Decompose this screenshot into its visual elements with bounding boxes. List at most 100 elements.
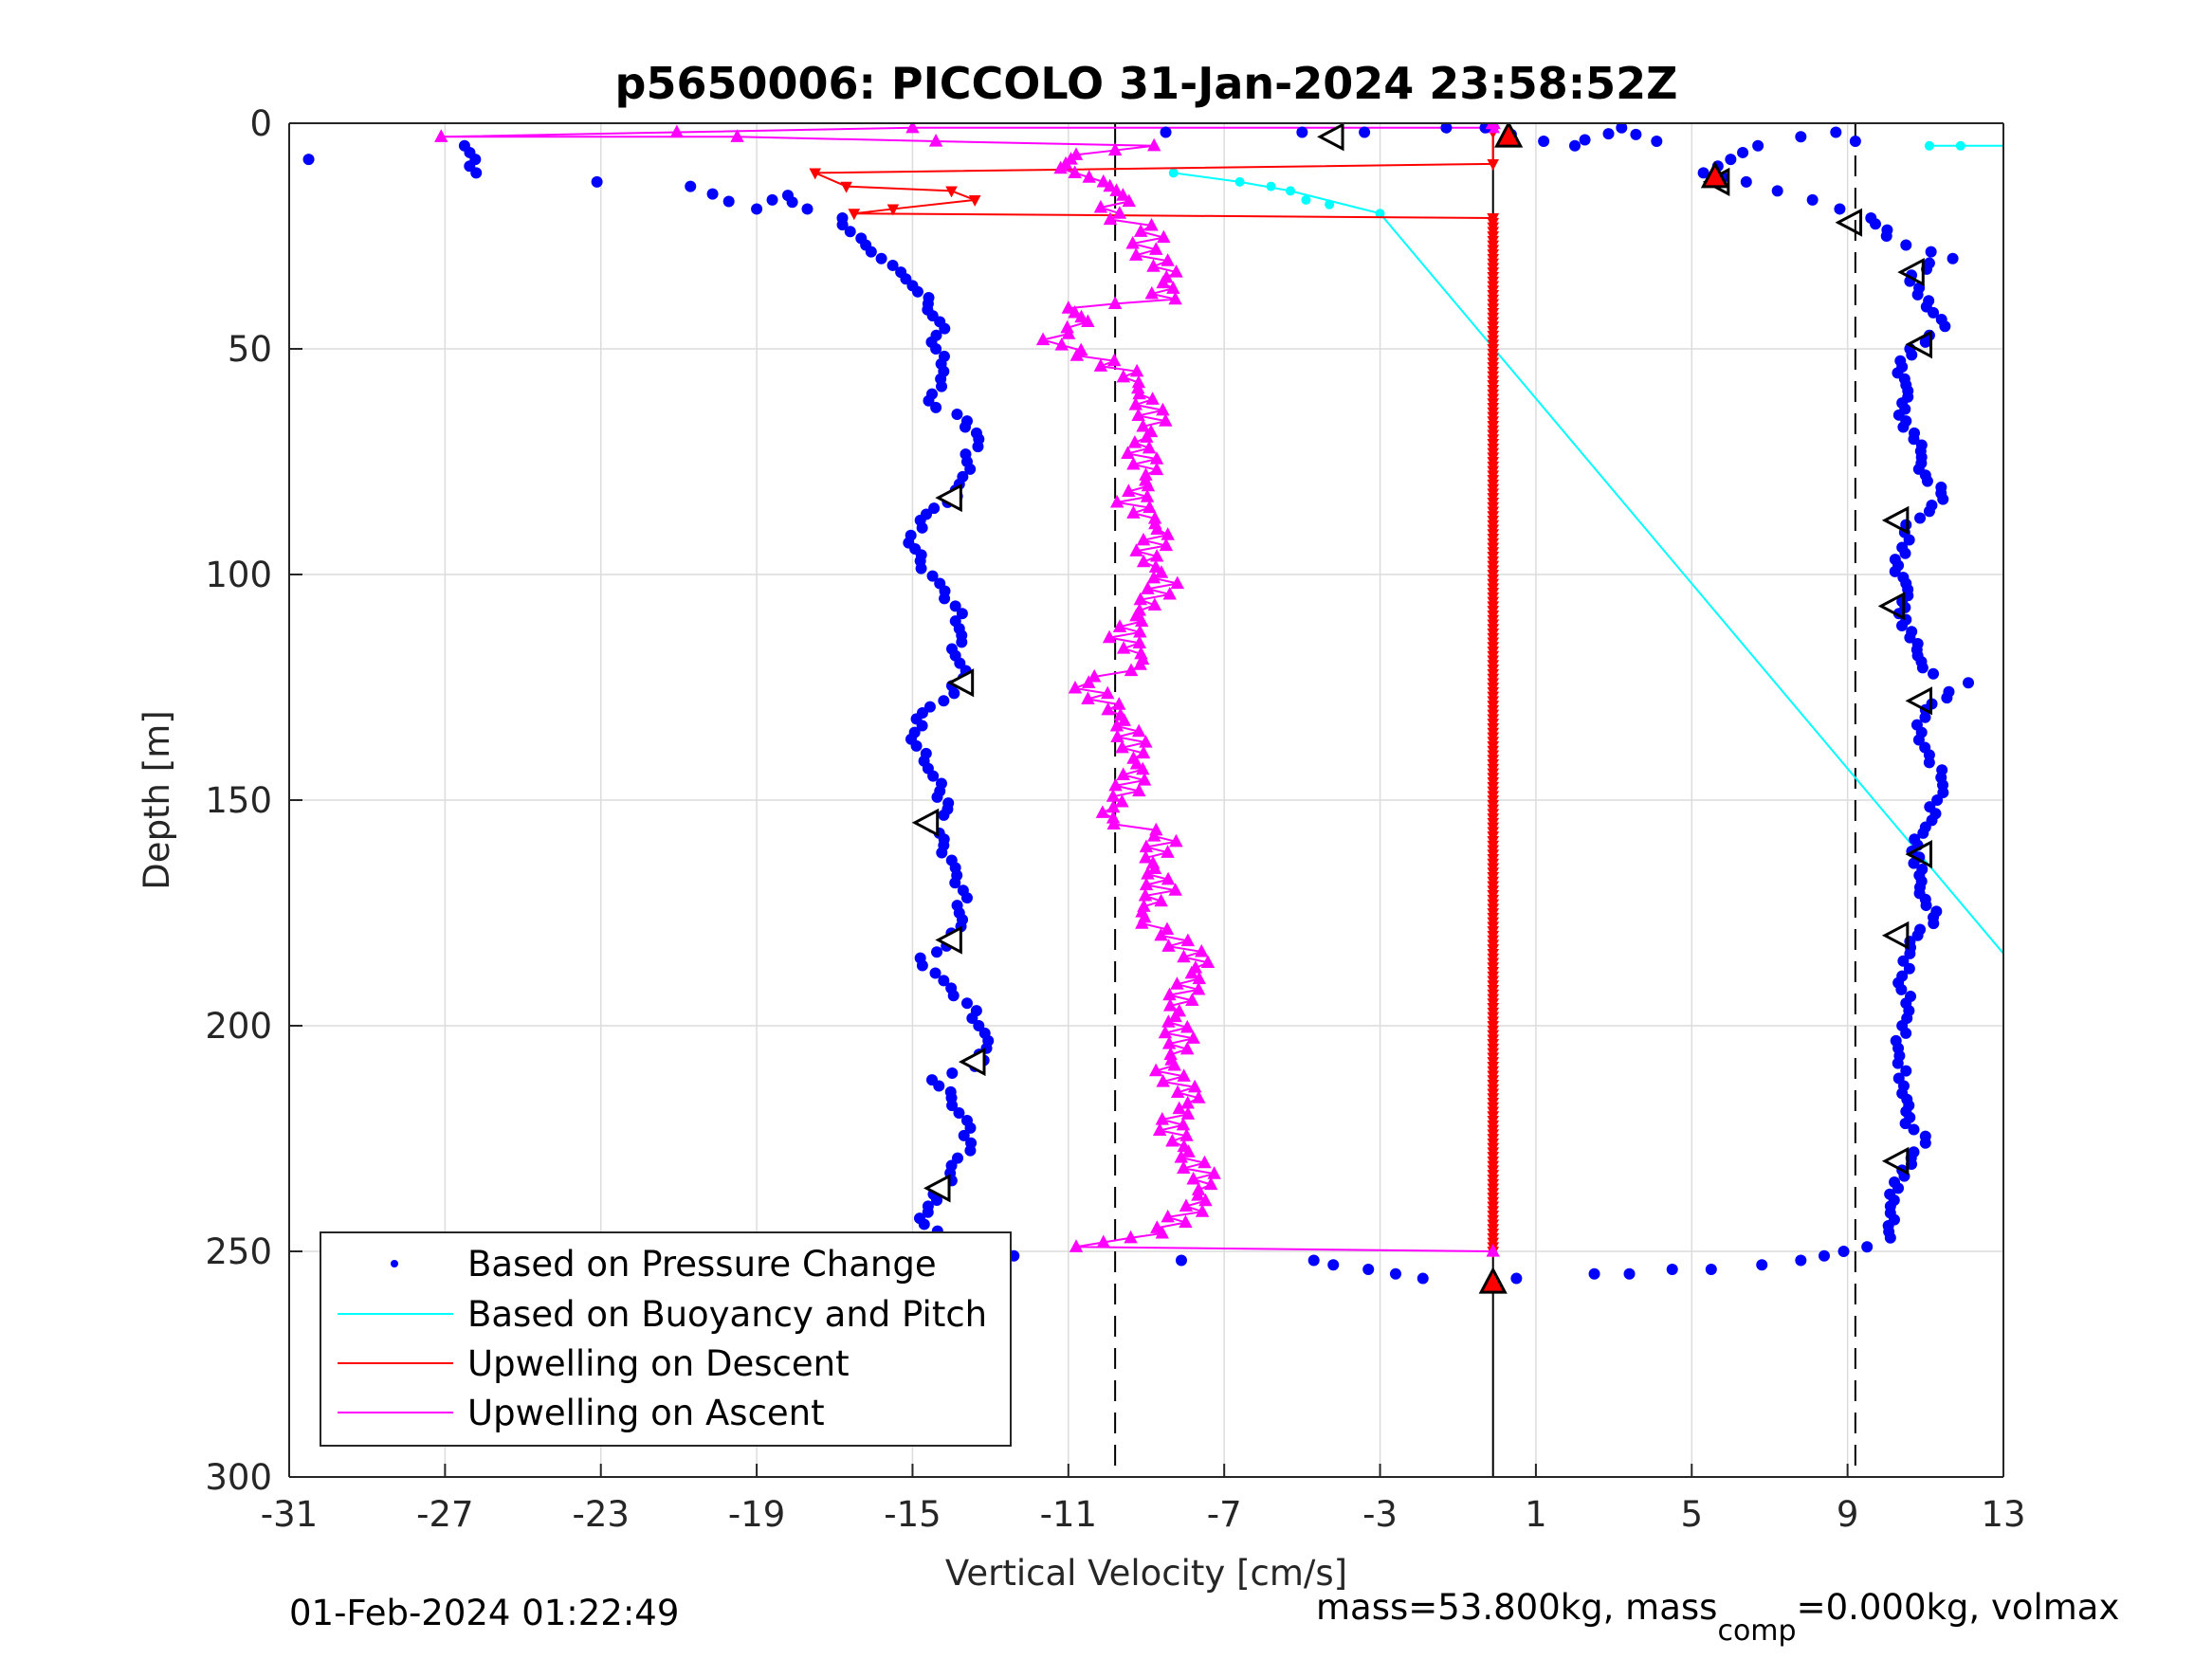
pressure-point (931, 791, 943, 803)
upwelling-ascent-marker (1192, 971, 1207, 985)
pressure-point (927, 770, 940, 782)
x-tick-label: 13 (1981, 1494, 2025, 1535)
upwelling-ascent-marker (1106, 811, 1121, 824)
pressure-point (966, 1012, 978, 1025)
pressure-point (1579, 134, 1591, 146)
upwelling-ascent-marker (1161, 1014, 1176, 1028)
upwelling-ascent-marker (1082, 170, 1096, 183)
pressure-point (938, 695, 950, 707)
y-tick-label: 250 (205, 1231, 272, 1272)
y-axis-ticks: 0 50 100 150 200 250 300 (205, 103, 302, 1498)
y-tick-label: 100 (205, 555, 272, 595)
upwelling-ascent-marker (1112, 619, 1127, 632)
x-tick-label: 5 (1680, 1494, 1703, 1535)
upwelling-ascent-marker (1144, 285, 1159, 300)
upwelling-ascent-marker (1128, 397, 1143, 410)
pressure-point (947, 990, 960, 1002)
pressure-point (1889, 1176, 1901, 1189)
pressure-point (960, 421, 972, 433)
y-tick-label: 150 (205, 780, 272, 821)
open-triangle-marker (946, 668, 975, 698)
upwelling-ascent-marker (1132, 635, 1147, 648)
upwelling-ascent-marker (1156, 1074, 1170, 1087)
upwelling-ascent-marker (1141, 581, 1155, 594)
upwelling-ascent-marker (1185, 993, 1199, 1006)
upwelling-ascent-marker (1068, 165, 1082, 178)
pressure-point (936, 847, 948, 859)
x-tick-label: -15 (884, 1494, 941, 1535)
open-triangle-marker (1881, 1146, 1910, 1176)
pressure-point (1890, 1034, 1902, 1047)
pressure-point (958, 1129, 970, 1141)
pressure-point (960, 997, 973, 1010)
pressure-point (1903, 962, 1915, 975)
x-tick-label: -23 (573, 1494, 630, 1535)
upwelling-ascent-marker (1159, 538, 1174, 552)
upwelling-ascent-marker (1116, 641, 1131, 654)
open-triangle-marker (1897, 257, 1925, 287)
upwelling-ascent-marker (1142, 440, 1157, 454)
upwelling-ascent-marker (1139, 839, 1154, 853)
upwelling-descent-marker (945, 186, 958, 198)
pressure-point (1884, 1188, 1896, 1200)
pressure-point (1894, 355, 1907, 367)
open-triangle-marker (958, 1047, 986, 1077)
upwelling-ascent-marker (1149, 451, 1164, 465)
upwelling-ascent-marker (1191, 981, 1206, 995)
pressure-point (1740, 175, 1752, 188)
legend-item-upwelling-ascent: Upwelling on Ascent (338, 1393, 825, 1433)
pressure-point (1359, 126, 1371, 138)
upwelling-ascent-marker (1162, 987, 1177, 1001)
data-series (302, 123, 2003, 1477)
upwelling-ascent-marker (1179, 1041, 1195, 1055)
pressure-point (1837, 1246, 1850, 1257)
buoyancy-point (1375, 209, 1385, 219)
upwelling-ascent-marker (1060, 319, 1074, 334)
upwelling-ascent-marker (1093, 358, 1108, 372)
upwelling-ascent-marker (1207, 1166, 1221, 1179)
upwelling-ascent-marker (1145, 855, 1161, 869)
upwelling-ascent-marker (1168, 291, 1182, 305)
upwelling-ascent-marker (1125, 235, 1140, 249)
pressure-point (964, 1144, 977, 1157)
pressure-point (1630, 128, 1642, 140)
upwelling-ascent-marker (1198, 1193, 1213, 1207)
pressure-point (1943, 685, 1955, 698)
pressure-point (1795, 1254, 1807, 1267)
upwelling-ascent-marker (1110, 729, 1124, 742)
upwelling-descent-marker (840, 181, 852, 193)
pressure-point (1911, 637, 1924, 649)
magenta-marker (1485, 123, 1501, 130)
upwelling-ascent-marker (1170, 575, 1184, 590)
x-tick-label: -19 (728, 1494, 785, 1535)
pressure-point (1900, 1065, 1912, 1077)
legend-label-upwelling-descent: Upwelling on Descent (467, 1343, 850, 1384)
pressure-point (1160, 126, 1172, 138)
upwelling-ascent-marker (1170, 1085, 1185, 1099)
buoyancy-point (1168, 168, 1179, 178)
pressure-point (1588, 1267, 1600, 1280)
buoyancy-point (1286, 186, 1296, 196)
legend-label-pressure: Based on Pressure Change (467, 1244, 937, 1285)
pressure-point (933, 1080, 945, 1092)
upwelling-ascent-marker (1144, 217, 1159, 231)
upwelling-ascent-marker (1157, 229, 1171, 244)
upwelling-ascent-marker (1074, 309, 1088, 323)
upwelling-ascent-marker (1116, 188, 1130, 201)
pressure-point (302, 154, 315, 166)
upwelling-ascent-marker (1095, 805, 1110, 818)
pressure-point (1417, 1272, 1429, 1285)
open-triangle-marker (1877, 592, 1906, 621)
pressure-point (1935, 314, 1947, 326)
upwelling-ascent-marker (1180, 1106, 1196, 1120)
pressure-point (865, 246, 877, 258)
pressure-point (916, 720, 928, 732)
y-tick-label: 300 (205, 1457, 272, 1498)
pressure-point (952, 1152, 964, 1164)
upwelling-ascent-marker (1161, 527, 1175, 540)
upwelling-ascent-marker (1174, 1149, 1188, 1163)
upwelling-ascent-marker (1148, 559, 1163, 573)
upwelling-ascent-marker (1169, 264, 1183, 278)
upwelling-ascent-marker (1180, 933, 1196, 947)
